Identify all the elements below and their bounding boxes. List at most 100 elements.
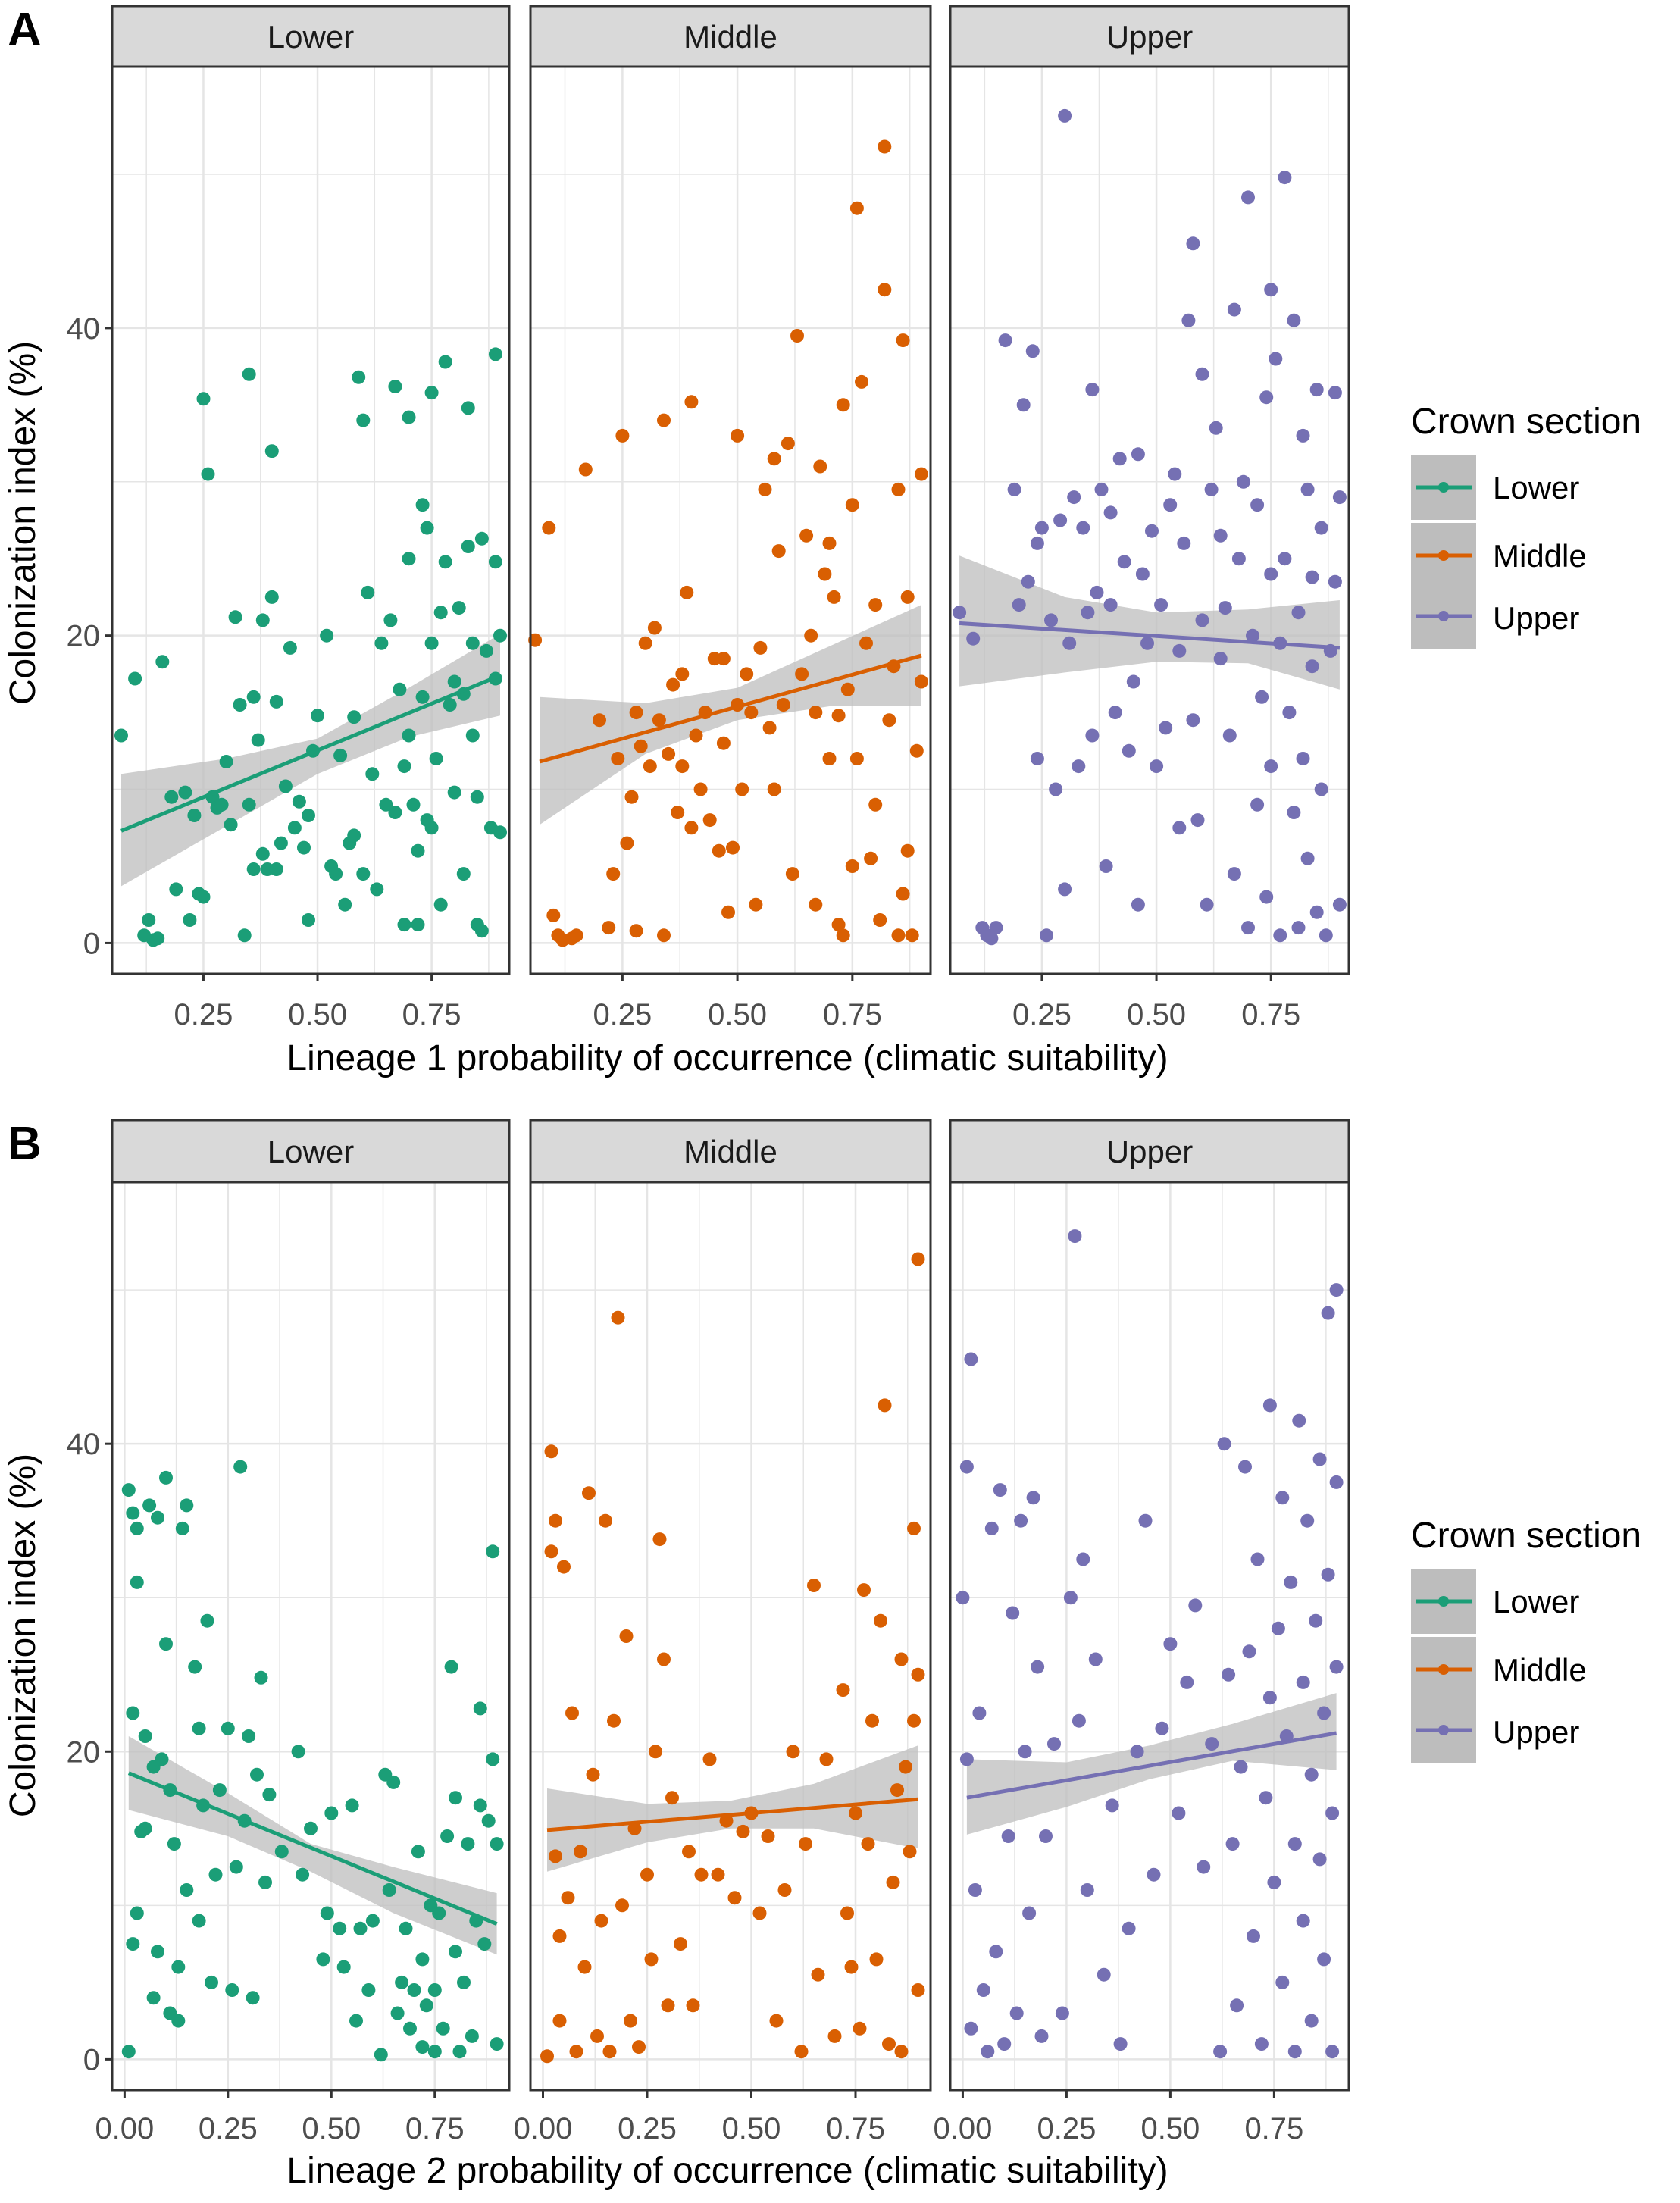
panel-a-facet-lower-point bbox=[356, 867, 371, 881]
panel-a-facet-upper-point bbox=[1177, 536, 1191, 550]
panel-a-facet-upper-point bbox=[1062, 636, 1077, 650]
panel-b-facet-middle-x-tick-label: 0.75 bbox=[826, 2112, 885, 2145]
panel-a-facet-upper-point bbox=[1103, 598, 1118, 612]
panel-a-facet-middle-point bbox=[684, 821, 699, 835]
panel-a-facet-middle: Middle 0.25 0.50 0.75 bbox=[528, 5, 932, 1031]
panel-b-facet-lower-point bbox=[449, 1791, 462, 1805]
panel-b-facet-upper-point bbox=[1163, 1637, 1178, 1651]
panel-b-facet-upper-point bbox=[993, 1483, 1007, 1497]
panel-a-facet-upper-plot-bg bbox=[950, 67, 1349, 974]
panel-a-facet-lower-point bbox=[493, 628, 507, 643]
panel-a-facet-lower-point bbox=[255, 846, 270, 861]
panel-b-facet-lower-point bbox=[225, 1983, 239, 1997]
panel-b-facet-upper-point bbox=[1225, 1837, 1240, 1851]
panel-a-facet-lower-point bbox=[438, 355, 452, 369]
panel-b-facet-lower-point bbox=[192, 1721, 206, 1735]
panel-b-facet-lower-point bbox=[130, 1575, 144, 1589]
panel-a-facet-lower-point bbox=[461, 401, 475, 415]
panel-a-facet-upper-point bbox=[1305, 570, 1319, 584]
panel-a-facet-upper-point bbox=[1319, 928, 1333, 943]
panel-a-facet-upper-point bbox=[1154, 598, 1168, 612]
panel-b-facet-lower-point bbox=[151, 1945, 164, 1959]
panel-a-facet-upper-point bbox=[1025, 344, 1040, 358]
panel-b-facet-middle-point bbox=[652, 1532, 667, 1547]
panel-b-facet-middle-point bbox=[894, 2045, 909, 2059]
panel-a-facet-middle-point bbox=[891, 928, 906, 943]
panel-a-facet-upper-point bbox=[1135, 567, 1150, 581]
panel-a-facet-lower-point bbox=[356, 413, 371, 427]
panel-a-facet-lower-strip bbox=[111, 5, 511, 68]
panel-a-facet-upper-point bbox=[1328, 386, 1342, 400]
panel-a-facet-middle-plot-bg bbox=[530, 67, 931, 974]
panel-b-facet-middle-point bbox=[561, 1891, 575, 1905]
panel-b-facet-lower-point bbox=[242, 1729, 256, 1743]
panel-a-facet-upper-point bbox=[1058, 882, 1072, 897]
panel-b-facet-lower-point bbox=[382, 1883, 396, 1897]
panel-a-facet-lower-point bbox=[424, 386, 439, 400]
panel-b-facet-upper-point bbox=[1254, 2037, 1269, 2051]
panel-a-facet-upper-point bbox=[1264, 567, 1278, 581]
panel-a-facet-upper: Upper 0.25 0.50 0.75 bbox=[949, 5, 1350, 1031]
panel-a-facet-lower-point bbox=[383, 613, 398, 627]
legend-b-key-middle-dot bbox=[1438, 1664, 1449, 1675]
panel-a-facet-upper-point bbox=[1209, 421, 1223, 435]
panel-b-facet-upper-point bbox=[1222, 1667, 1236, 1682]
panel-a-facet-lower-point bbox=[388, 380, 402, 393]
panel-a-facet-middle-point bbox=[822, 752, 837, 765]
panel-a-facet-middle-fit-line bbox=[539, 653, 922, 764]
panel-a-facet-upper-point bbox=[1150, 759, 1164, 774]
panel-a-facet-middle-point bbox=[900, 843, 915, 858]
panel-b-facet-lower-point bbox=[349, 2014, 363, 2028]
panel-a-facet-lower-point bbox=[397, 918, 411, 932]
panel-b-facet-lower-point bbox=[390, 2006, 405, 2020]
panel-b-facet-lower-y-tick-label: 40 bbox=[67, 1428, 101, 1461]
panel-a-facet-lower-point bbox=[187, 809, 202, 822]
panel-b-facet-lower-point bbox=[180, 1498, 194, 1513]
panel-b-facet-middle-point bbox=[899, 1760, 912, 1774]
panel-b-facet-upper-point bbox=[1300, 1513, 1315, 1528]
panel-a-facet-upper-point bbox=[1195, 367, 1209, 381]
panel-b-facet-lower-strip bbox=[111, 1119, 511, 1184]
panel-b-facet-upper-point bbox=[1009, 2006, 1024, 2020]
panel-b-facets: Lower 0.00 0.25 0.50 0.75 0 20 40 Middle 0.00 0.25… bbox=[67, 1119, 1350, 2145]
panel-a-facet-middle-point bbox=[602, 921, 616, 935]
panel-a-facet-middle-point bbox=[712, 843, 726, 858]
panel-a-facet-lower-point bbox=[201, 467, 215, 481]
panel-b-facet-lower-point bbox=[419, 1998, 433, 2013]
panel-a-facet-upper-point bbox=[1040, 928, 1053, 943]
legend-a-key-lower-dot bbox=[1438, 482, 1449, 493]
panel-a-facet-upper-point bbox=[1190, 813, 1205, 828]
panel-b-facet-middle-border bbox=[529, 1181, 932, 2092]
panel-a-facet-upper-point bbox=[1269, 352, 1283, 366]
panel-b-facet-middle: Middle 0.00 0.25 0.50 0.75 bbox=[514, 1119, 932, 2145]
panel-b-facet-lower-point bbox=[138, 1729, 152, 1743]
panel-a-facet-middle-point bbox=[845, 498, 859, 512]
panel-b-facet-lower-point bbox=[411, 1845, 425, 1859]
panel-a-facet-upper-point bbox=[1213, 652, 1228, 666]
panel-a-facet-middle-point bbox=[905, 928, 919, 943]
panel-a-facet-upper-point bbox=[1287, 313, 1301, 327]
panel-a-facet-upper-point bbox=[1314, 782, 1328, 796]
panel-a-facet-lower-point bbox=[415, 498, 430, 512]
panel-a-facet-lower-point bbox=[493, 825, 507, 840]
panel-a-facet-upper-point bbox=[1117, 555, 1131, 569]
panel-a-facet-middle-x-tick-label: 0.75 bbox=[823, 998, 882, 1031]
panel-b-facet-upper-point bbox=[1001, 1829, 1015, 1843]
panel-b-facet-middle-point bbox=[549, 1849, 562, 1863]
panel-b-facet-middle-point bbox=[540, 2049, 554, 2064]
panel-a-facet-upper-point bbox=[1332, 490, 1347, 505]
panel-b-facet-upper-point bbox=[972, 1706, 987, 1720]
panel-a-facet-upper-point bbox=[1053, 513, 1068, 527]
panel-b-facet-middle-point bbox=[599, 1513, 612, 1528]
panel-b-facet-upper-point bbox=[1006, 1606, 1020, 1620]
legend-b: Crown section Lower Middle Upper bbox=[1411, 1516, 1641, 1763]
panel-b-facet-upper-point bbox=[1122, 1921, 1136, 1935]
panel-a-facet-upper-point bbox=[1085, 383, 1100, 397]
panel-a-facet-upper-point bbox=[1108, 706, 1122, 720]
panel-a-facet-lower-point bbox=[461, 540, 475, 553]
panel-a-facet-upper-point bbox=[1305, 659, 1319, 674]
panel-b-facet-upper-point bbox=[1022, 1906, 1037, 1920]
panel-a-facet-lower-point bbox=[424, 636, 439, 650]
panel-b-facet-upper-point bbox=[1205, 1737, 1219, 1751]
